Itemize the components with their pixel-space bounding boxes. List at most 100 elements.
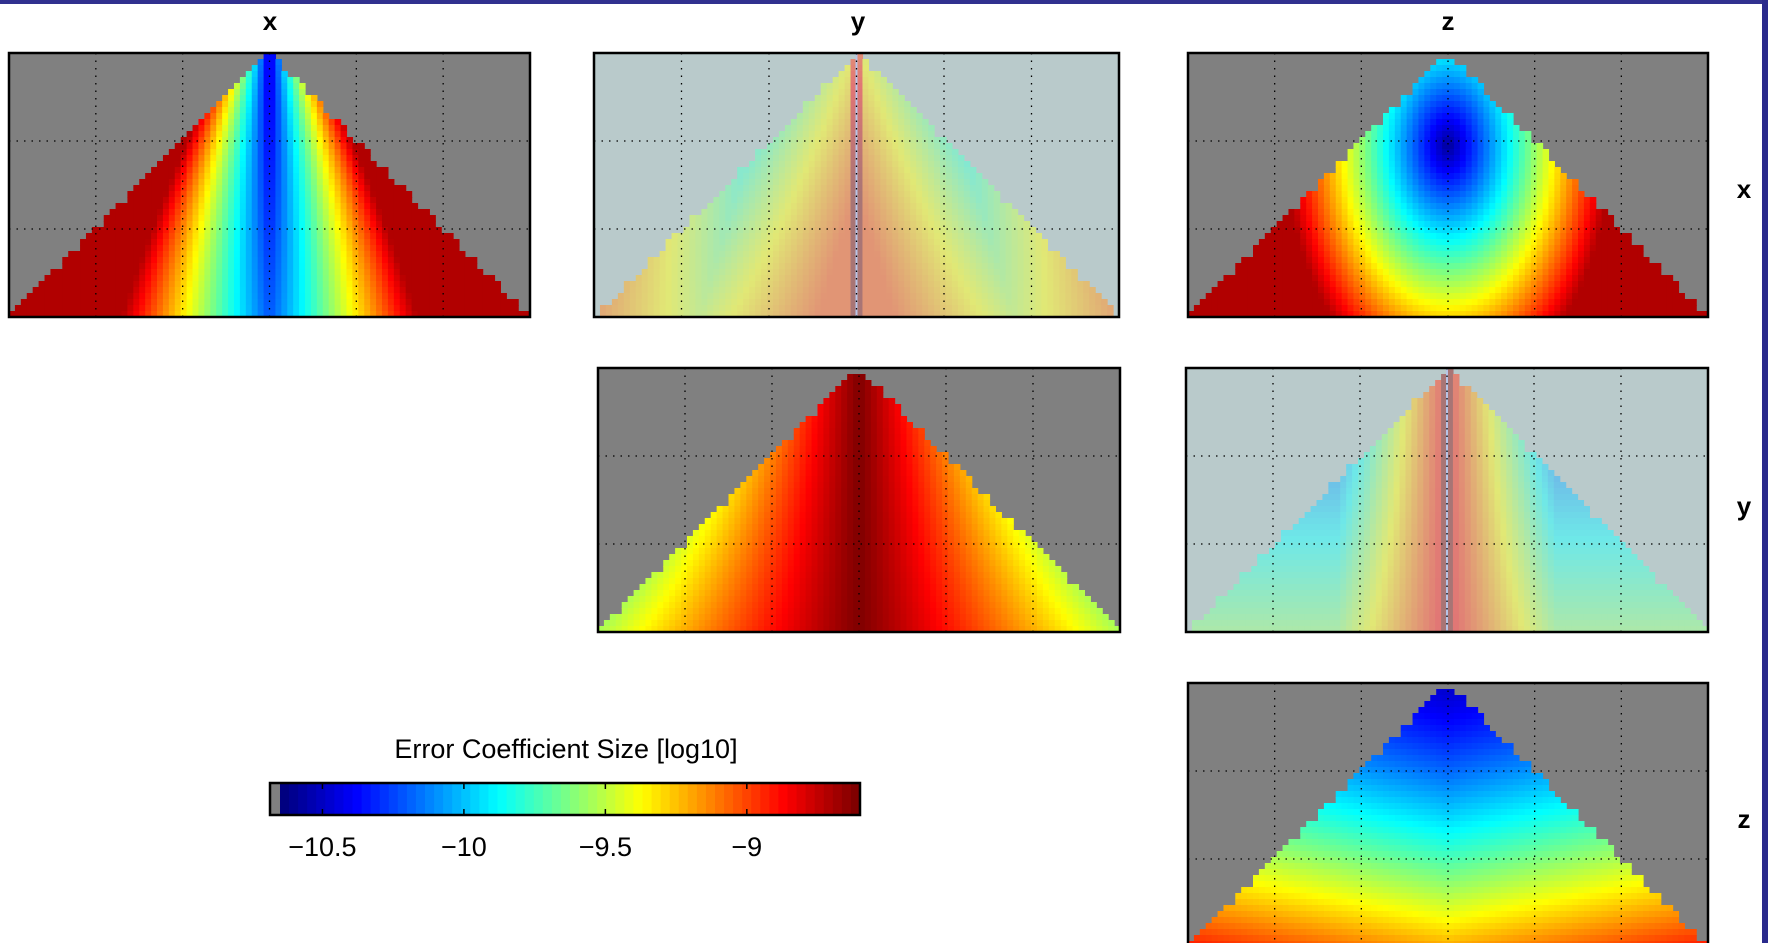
heatmap-cell [1560, 227, 1567, 234]
heatmap-cell [1377, 155, 1384, 162]
heatmap-cell [1353, 167, 1360, 174]
heatmap-cell [1548, 227, 1555, 234]
heatmap-cell [1572, 209, 1579, 216]
heatmap-cell [305, 191, 312, 198]
heatmap-cell [1306, 245, 1313, 252]
heatmap-cell [180, 197, 188, 204]
heatmap-cell [305, 311, 312, 317]
heatmap-cell [257, 101, 265, 108]
heatmap-cell [198, 305, 205, 312]
heatmap-cell [381, 209, 389, 216]
heatmap-cell [1323, 221, 1331, 228]
heatmap-cell [322, 167, 330, 174]
heatmap-cell [1578, 191, 1585, 198]
heatmap-cell [1312, 239, 1319, 246]
heatmap-cell [216, 113, 223, 120]
heatmap-cell [358, 281, 365, 288]
heatmap-cell [1412, 149, 1420, 156]
heatmap-cell [1518, 203, 1526, 210]
heatmap-cell [1518, 233, 1526, 240]
heatmap-cell [435, 227, 442, 234]
heatmap-cell [1483, 167, 1490, 174]
heatmap-cell [405, 257, 413, 264]
heatmap-cell [316, 167, 324, 174]
heatmap-cell [358, 179, 365, 186]
column-title-z: z [1442, 6, 1455, 36]
heatmap-cell [180, 251, 188, 258]
heatmap-cell [1306, 197, 1313, 204]
heatmap-cell [1483, 245, 1490, 252]
heatmap-cell [352, 305, 359, 312]
heatmap-cell [429, 293, 436, 300]
heatmap-cell [423, 221, 430, 228]
heatmap-cell [1406, 113, 1414, 120]
heatmap-cell [216, 299, 223, 306]
heatmap-cell [1430, 179, 1437, 186]
heatmap-cell [358, 263, 365, 270]
heatmap-cell [1442, 197, 1449, 204]
heatmap-cell [346, 161, 353, 168]
heatmap-cell [1288, 233, 1295, 240]
heatmap-cell [1306, 215, 1313, 222]
heatmap-cell [245, 95, 253, 102]
heatmap-cell [316, 101, 324, 108]
heatmap-cell [1459, 149, 1467, 156]
heatmap-cell [1371, 137, 1378, 144]
heatmap-cell [269, 125, 277, 132]
heatmap-cell [1341, 227, 1349, 234]
heatmap-cell [1430, 233, 1437, 240]
heatmap-cell [1518, 191, 1526, 198]
heatmap-cell [245, 275, 253, 282]
heatmap-cell [1583, 215, 1591, 222]
heatmap-cell [482, 311, 490, 317]
heatmap-cell [447, 233, 454, 240]
heatmap-cell [1388, 191, 1396, 198]
heatmap-cell [80, 269, 87, 276]
heatmap-cell [1548, 191, 1555, 198]
heatmap-cell [352, 173, 359, 180]
heatmap-cell [364, 167, 371, 174]
heatmap-cell [293, 221, 300, 228]
heatmap-cell [1518, 227, 1526, 234]
heatmap-cell [210, 281, 217, 288]
heatmap-cell [245, 287, 253, 294]
heatmap-cell [316, 209, 324, 216]
heatmap-cell [127, 293, 134, 300]
heatmap-cell [251, 281, 259, 288]
heatmap-cell [263, 83, 271, 90]
heatmap-cell [1459, 131, 1467, 138]
heatmap-cell [322, 137, 330, 144]
heatmap-cell [1501, 197, 1508, 204]
heatmap-cell [293, 107, 300, 114]
heatmap-cell [1471, 161, 1479, 168]
heatmap-cell [1554, 239, 1561, 246]
heatmap-cell [316, 143, 324, 150]
heatmap-cell [316, 191, 324, 198]
heatmap-cell [364, 269, 371, 276]
heatmap-cell [1530, 233, 1538, 240]
heatmap-cell [174, 161, 182, 168]
heatmap-cell [393, 299, 401, 306]
heatmap-cell [192, 209, 200, 216]
heatmap-cell [145, 299, 152, 306]
heatmap-cell [287, 185, 294, 192]
heatmap-cell [429, 305, 436, 312]
heatmap-cell [275, 203, 282, 210]
heatmap-cell [1424, 173, 1431, 180]
heatmap-cell [222, 305, 229, 312]
heatmap-cell [1483, 203, 1490, 210]
heatmap-cell [352, 263, 359, 270]
heatmap-cell [233, 269, 241, 276]
heatmap-cell [328, 119, 336, 126]
heatmap-cell [281, 251, 288, 258]
heatmap-cell [127, 239, 134, 246]
heatmap-cell [275, 161, 282, 168]
heatmap-cell [222, 143, 229, 150]
heatmap-cell [1430, 65, 1437, 72]
heatmap-cell [316, 311, 324, 317]
heatmap-cell [453, 305, 460, 312]
heatmap-cell [1359, 161, 1366, 168]
heatmap-cell [387, 311, 395, 317]
heatmap-cell [1578, 203, 1585, 210]
heatmap-cell [1513, 197, 1520, 204]
